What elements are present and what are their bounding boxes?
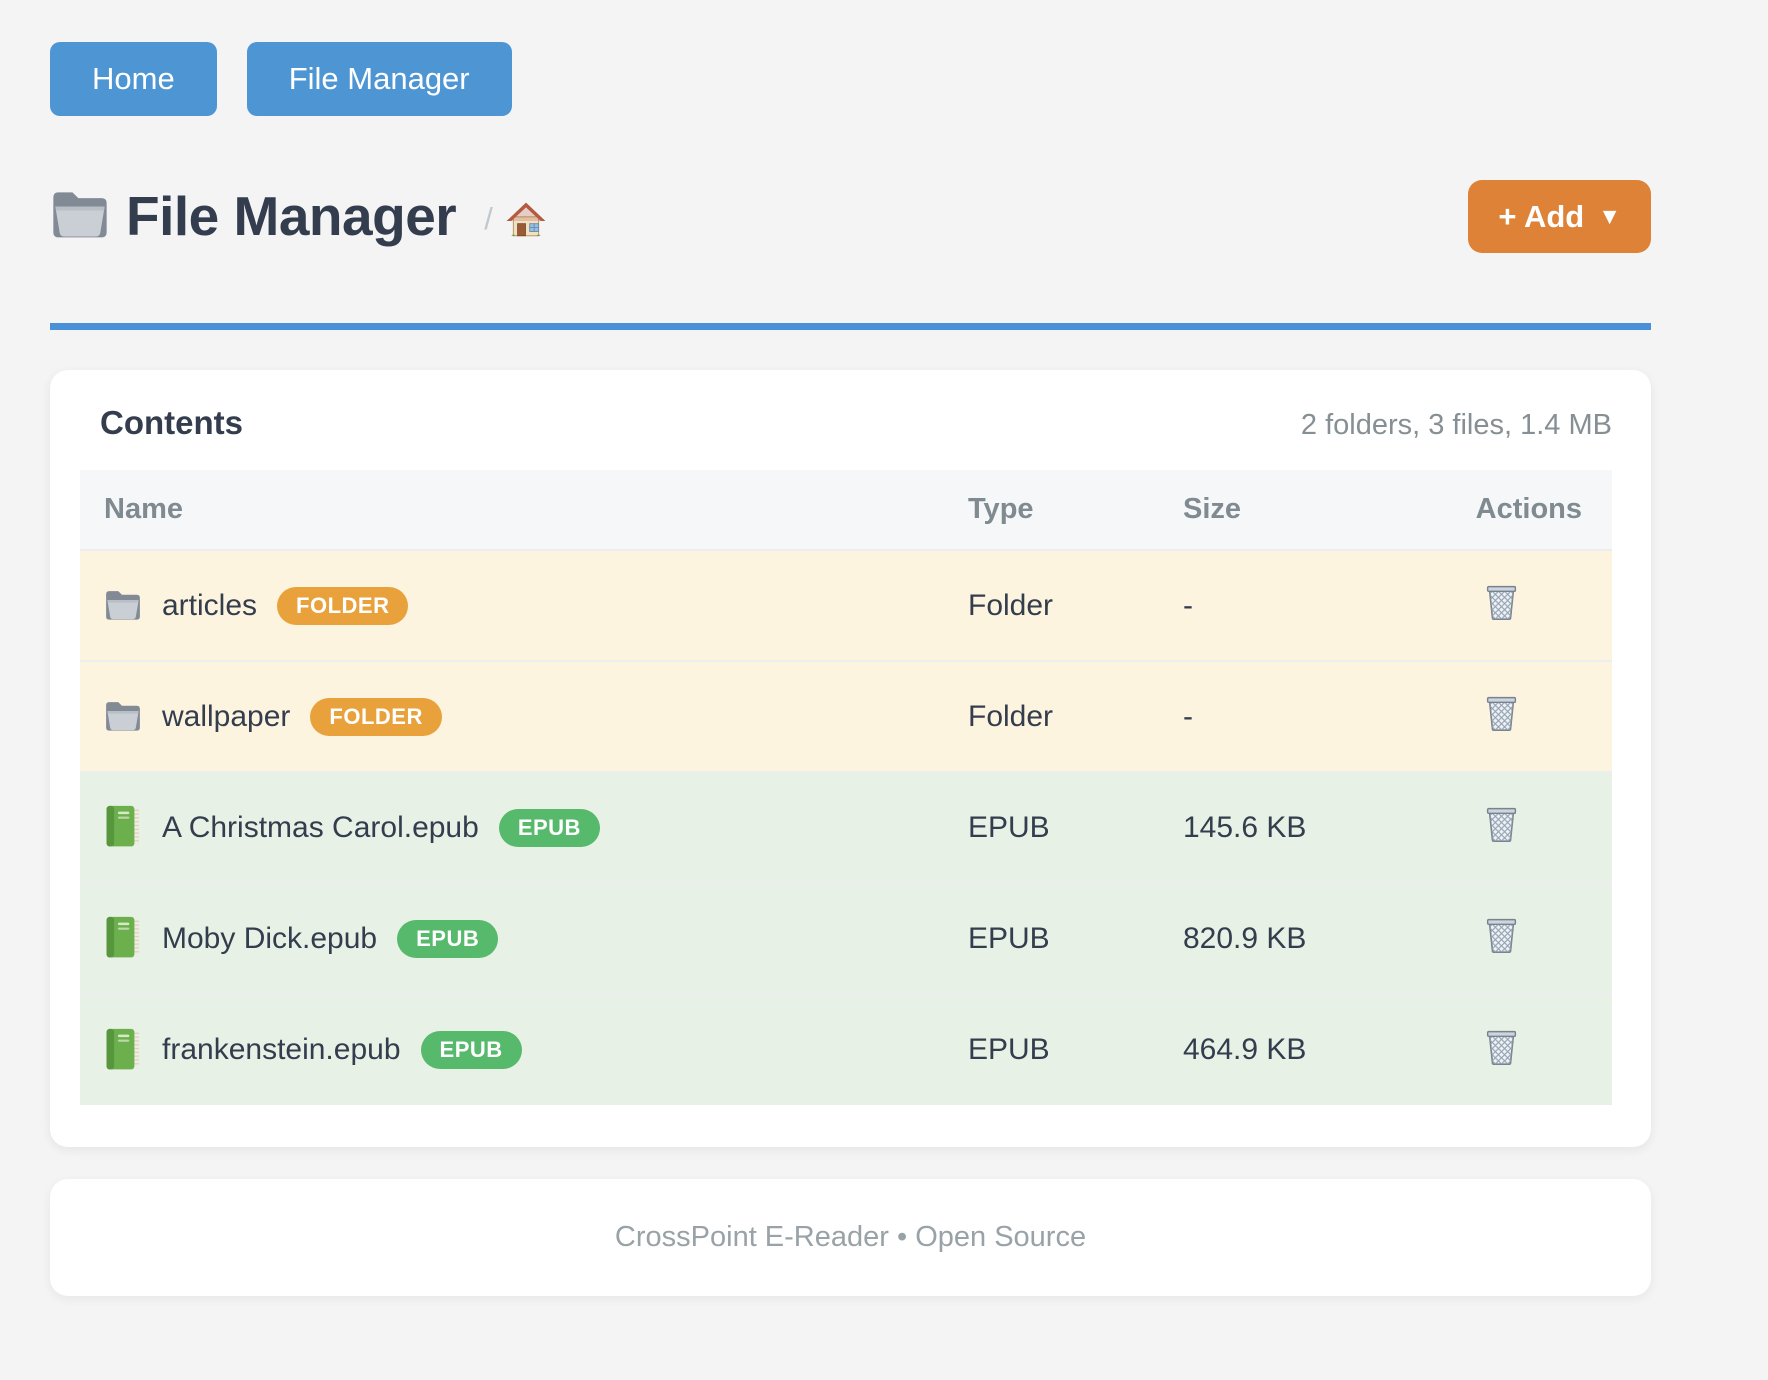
size-cell: 145.6 KB bbox=[1183, 810, 1307, 844]
type-badge: EPUB bbox=[420, 1031, 522, 1070]
size-cell: - bbox=[1183, 588, 1193, 622]
table-row: wallpaper FOLDER Folder - bbox=[80, 661, 1612, 773]
contents-card: Contents 2 folders, 3 files, 1.4 MB Name… bbox=[50, 370, 1651, 1148]
column-header-name: Name bbox=[104, 493, 183, 526]
top-nav: Home File Manager bbox=[50, 0, 1651, 116]
file-name[interactable]: A Christmas Carol.epub bbox=[162, 810, 479, 844]
size-cell: - bbox=[1183, 699, 1193, 733]
column-header-type: Type bbox=[968, 493, 1034, 526]
file-name[interactable]: Moby Dick.epub bbox=[162, 921, 378, 955]
book-icon bbox=[104, 806, 142, 847]
delete-button[interactable] bbox=[1483, 693, 1520, 732]
delete-button[interactable] bbox=[1483, 1027, 1520, 1066]
type-badge: EPUB bbox=[397, 919, 499, 958]
delete-button[interactable] bbox=[1483, 915, 1520, 954]
book-icon bbox=[104, 917, 142, 958]
add-button-label: + Add bbox=[1498, 198, 1585, 234]
table-row: articles FOLDER Folder - bbox=[80, 550, 1612, 662]
footer-text: CrossPoint E-Reader • Open Source bbox=[614, 1221, 1087, 1254]
type-badge: FOLDER bbox=[310, 697, 442, 736]
caret-down-icon: ▼ bbox=[1598, 202, 1621, 229]
file-table: Name Type Size Actions articles FOLDER F… bbox=[80, 470, 1612, 1106]
column-header-actions: Actions bbox=[1475, 493, 1582, 526]
delete-button[interactable] bbox=[1483, 804, 1520, 843]
contents-summary: 2 folders, 3 files, 1.4 MB bbox=[1300, 409, 1612, 442]
page-title: File Manager bbox=[126, 185, 457, 248]
page: Home File Manager File Manager / + Add ▼… bbox=[50, 0, 1651, 1297]
delete-button[interactable] bbox=[1483, 582, 1520, 621]
header-divider bbox=[50, 323, 1651, 331]
file-name[interactable]: articles bbox=[162, 588, 258, 622]
type-badge: FOLDER bbox=[277, 586, 409, 625]
type-cell: EPUB bbox=[968, 921, 1050, 955]
folder-icon bbox=[104, 587, 142, 625]
type-badge: EPUB bbox=[498, 808, 600, 847]
column-header-size: Size bbox=[1183, 493, 1242, 526]
table-row: frankenstein.epub EPUB EPUB 464.9 KB bbox=[80, 994, 1612, 1106]
contents-heading: Contents bbox=[100, 404, 243, 442]
file-name[interactable]: frankenstein.epub bbox=[162, 1033, 401, 1067]
file-name[interactable]: wallpaper bbox=[162, 699, 291, 733]
table-row: Moby Dick.epub EPUB EPUB 820.9 KB bbox=[80, 883, 1612, 995]
page-header: File Manager / + Add ▼ bbox=[50, 179, 1651, 254]
size-cell: 464.9 KB bbox=[1183, 1033, 1307, 1067]
contents-table-body: articles FOLDER Folder - wallpaper FOLDE… bbox=[80, 550, 1612, 1106]
footer: CrossPoint E-Reader • Open Source bbox=[50, 1179, 1651, 1297]
home-icon[interactable] bbox=[505, 199, 547, 241]
nav-home-button[interactable]: Home bbox=[50, 42, 217, 116]
book-icon bbox=[104, 1028, 142, 1070]
table-row: A Christmas Carol.epub EPUB EPUB 145.6 K… bbox=[80, 772, 1612, 884]
folder-icon bbox=[104, 698, 142, 736]
type-cell: EPUB bbox=[968, 1033, 1050, 1067]
breadcrumb-separator: / bbox=[484, 201, 493, 237]
type-cell: Folder bbox=[968, 588, 1054, 622]
type-cell: Folder bbox=[968, 699, 1054, 733]
add-button[interactable]: + Add ▼ bbox=[1468, 179, 1651, 254]
folder-icon bbox=[50, 189, 110, 243]
nav-file-manager-button[interactable]: File Manager bbox=[246, 42, 512, 116]
type-cell: EPUB bbox=[968, 810, 1050, 844]
table-header-row: Name Type Size Actions bbox=[80, 470, 1612, 551]
size-cell: 820.9 KB bbox=[1183, 921, 1307, 955]
